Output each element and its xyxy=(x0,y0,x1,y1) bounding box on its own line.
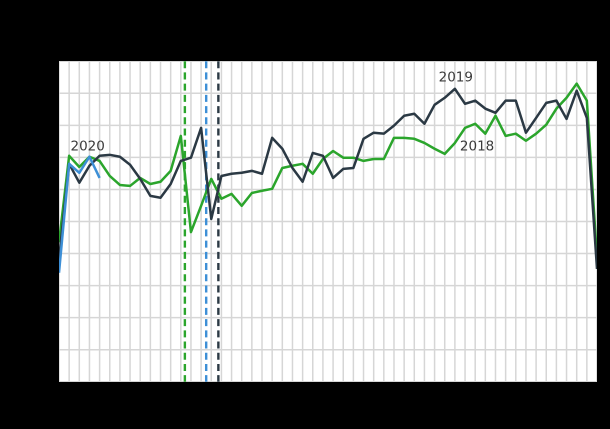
year-label-2020: 2020 xyxy=(70,138,105,155)
series-line-2020 xyxy=(59,154,102,273)
year-label-2019: 2019 xyxy=(438,68,473,85)
chart-canvas xyxy=(59,60,598,382)
plot-area: 2020 2019 2018 xyxy=(59,60,598,382)
year-label-2018: 2018 xyxy=(459,138,495,155)
series-line-2019 xyxy=(59,87,598,269)
series-line-2018 xyxy=(59,81,598,258)
